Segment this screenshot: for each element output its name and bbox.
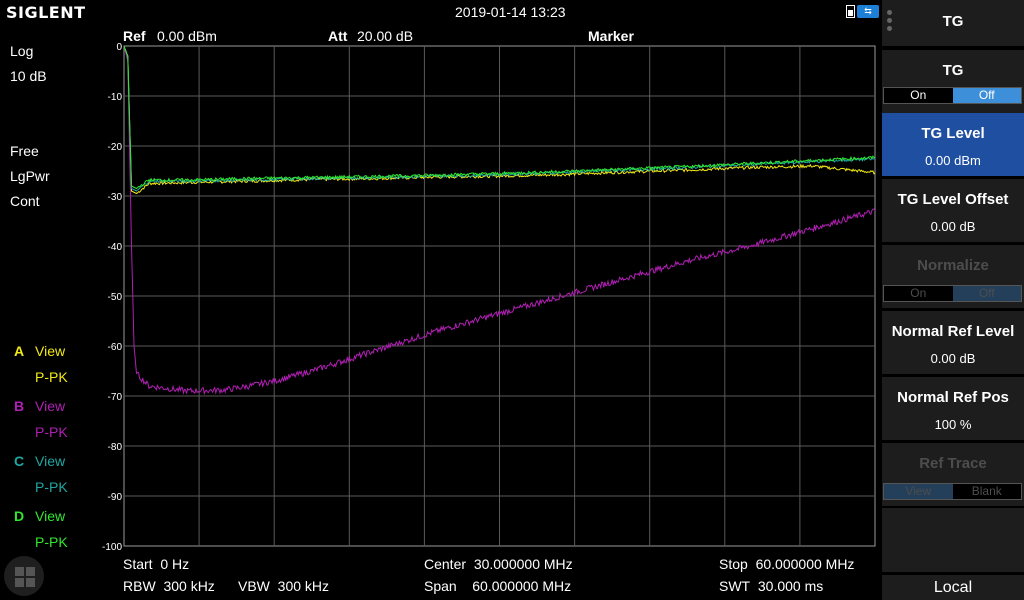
tg-level-label: TG Level [921, 125, 985, 142]
ref-trace-toggle: View Blank [883, 483, 1022, 500]
status-icons: ⇆ [846, 5, 879, 18]
softkey-menu: TG TG On Off TG Level 0.00 dBm TG Level … [882, 0, 1024, 600]
att-value[interactable]: 20.00 dB [357, 28, 414, 44]
menu-title: TG [882, 0, 1024, 46]
empty-softkey [882, 508, 1024, 572]
y-tick-label: -50 [108, 292, 123, 303]
trace-d-letter[interactable]: D [14, 508, 25, 524]
usb-icon: ⇆ [857, 5, 879, 18]
tg-toggle[interactable]: On Off [883, 87, 1022, 104]
y-tick-label: -70 [108, 392, 123, 403]
trace-line-1 [123, 45, 876, 195]
scale-type[interactable]: Log [10, 43, 34, 59]
y-tick-label: -60 [108, 342, 123, 353]
trace-line-4 [123, 45, 875, 190]
trace-line-2 [123, 45, 876, 396]
trace-a-state[interactable]: View [35, 343, 66, 359]
tg-label: TG [942, 62, 964, 79]
trace-d-detector[interactable]: P-PK [35, 534, 68, 550]
normal-ref-pos-value: 100 % [934, 417, 972, 432]
y-tick-label: -90 [108, 492, 123, 503]
ref-trace-label: Ref Trace [919, 455, 987, 472]
measurement-header: Ref 0.00 dBm Att 20.00 dB Marker [116, 24, 882, 46]
trace-a-detector[interactable]: P-PK [35, 369, 68, 385]
normal-ref-pos-softkey[interactable]: Normal Ref Pos 100 % [882, 377, 1024, 440]
center-freq[interactable]: Center 30.000000 MHz [424, 556, 573, 572]
y-tick-label: -10 [108, 92, 123, 103]
rbw[interactable]: RBW 300 kHz [123, 578, 215, 594]
y-tick-label: 0 [116, 42, 122, 53]
span[interactable]: Span 60.000000 MHz [424, 578, 572, 594]
battery-icon [846, 5, 855, 18]
datetime: 2019-01-14 13:23 [455, 4, 566, 20]
app-grid-icon[interactable] [4, 556, 44, 596]
y-tick-label: -30 [108, 192, 123, 203]
sweep-time[interactable]: SWT 30.000 ms [719, 578, 824, 594]
tg-level-value: 0.00 dBm [925, 153, 981, 168]
att-label: Att [328, 28, 348, 44]
y-tick-label: -100 [102, 542, 122, 553]
sweep-mode[interactable]: Cont [10, 193, 40, 209]
trigger-mode[interactable]: Free [10, 143, 39, 159]
trace-b-letter[interactable]: B [14, 398, 25, 414]
tg-level-softkey[interactable]: TG Level 0.00 dBm [882, 113, 1024, 176]
y-tick-label: -40 [108, 242, 123, 253]
start-freq[interactable]: Start 0 Hz [123, 556, 190, 572]
vbw[interactable]: VBW 300 kHz [238, 578, 330, 594]
tg-level-offset-value: 0.00 dB [930, 219, 976, 234]
tg-level-offset-softkey[interactable]: TG Level Offset 0.00 dB [882, 179, 1024, 242]
normalize-off-option: Off [952, 286, 1021, 301]
tg-level-offset-label: TG Level Offset [897, 191, 1009, 208]
trace-b-detector[interactable]: P-PK [35, 424, 68, 440]
trace-d-state[interactable]: View [35, 508, 66, 524]
ref-label: Ref [123, 28, 146, 44]
trace-c-state[interactable]: View [35, 453, 66, 469]
ref-trace-view-option: View [884, 484, 953, 499]
scale-div[interactable]: 10 dB [10, 68, 47, 84]
stop-freq[interactable]: Stop 60.000000 MHz [719, 556, 855, 572]
normalize-toggle: On Off [883, 285, 1022, 302]
normal-ref-level-softkey[interactable]: Normal Ref Level 0.00 dB [882, 311, 1024, 374]
marker-label: Marker [588, 28, 634, 44]
brand-logo: SIGLENT [6, 3, 86, 22]
trace-a-letter[interactable]: A [14, 343, 25, 359]
ref-value[interactable]: 0.00 dBm [157, 28, 217, 44]
normalize-on-option: On [884, 286, 953, 301]
left-info-panel: Log 10 dB Free LgPwr Cont A View P-PK B … [0, 24, 116, 600]
menu-dots-icon[interactable] [887, 10, 893, 34]
ref-trace-blank-option: Blank [952, 484, 1021, 499]
tg-on-option[interactable]: On [884, 88, 953, 103]
normal-ref-level-value: 0.00 dB [930, 351, 976, 366]
normal-ref-level-label: Normal Ref Level [891, 323, 1015, 340]
y-tick-label: -20 [108, 142, 123, 153]
trace-c-detector[interactable]: P-PK [35, 479, 68, 495]
local-button[interactable]: Local [882, 575, 1024, 600]
status-bar: SIGLENT 2019-01-14 13:23 ⇆ [0, 0, 882, 24]
y-tick-label: -80 [108, 442, 123, 453]
normalize-label: Normalize [917, 257, 989, 274]
normal-ref-pos-label: Normal Ref Pos [897, 389, 1009, 406]
spectrum-plot[interactable]: 0 -10 -20 -30 -40 -50 -60 -70 -80 -90 -100 [0, 0, 882, 600]
average-type[interactable]: LgPwr [10, 168, 50, 184]
trace-c-letter[interactable]: C [14, 453, 25, 469]
trace-b-state[interactable]: View [35, 398, 66, 414]
tg-off-option[interactable]: Off [952, 88, 1021, 103]
